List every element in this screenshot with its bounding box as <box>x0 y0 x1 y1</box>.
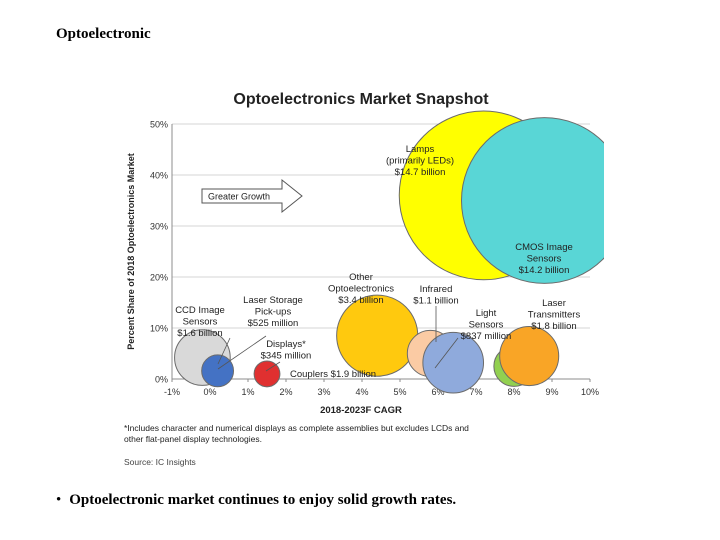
chart-footnote: other flat-panel display technologies. <box>124 434 262 444</box>
leader-line <box>217 335 267 370</box>
chart-svg: Optoelectronics Market Snapshot 0% 10% 20% 3… <box>124 91 604 467</box>
bubble-label: (primarily LEDs) <box>386 156 454 167</box>
bubble-label: Optoelectronics <box>328 284 394 295</box>
x-tick-label: 8% <box>507 387 520 397</box>
chart-source: Source: IC Insights <box>124 457 196 467</box>
bubble-other-optoelectronics <box>336 294 419 377</box>
x-tick-label: 6% <box>431 387 444 397</box>
x-tick-label: 0% <box>203 387 216 397</box>
bubble-laser-transmitters <box>499 326 560 387</box>
greater-growth-arrow <box>201 178 303 214</box>
bubble-label: Pick-ups <box>255 307 292 318</box>
bubble-label: Couplers $1.9 billion <box>290 369 376 380</box>
x-tick-label: -1% <box>164 387 180 397</box>
leader-line <box>434 337 459 369</box>
bubble-label: CCD Image <box>175 305 225 316</box>
y-tick-label: 10% <box>150 324 168 334</box>
bubble-label: Light <box>476 308 497 319</box>
leader-line <box>217 337 231 365</box>
bubble-label: Infrared <box>420 284 453 295</box>
bubble-label: Lamps <box>406 144 435 155</box>
x-tick-label: 3% <box>317 387 330 397</box>
bubble-label: $1.6 billion <box>177 328 222 339</box>
bubble-label: $14.2 billion <box>519 265 570 276</box>
greater-growth-label: Greater Growth <box>208 192 270 202</box>
y-tick-label: 40% <box>150 171 168 181</box>
x-tick-label: 10% <box>581 387 599 397</box>
x-tick-label: 9% <box>545 387 558 397</box>
bubble-label: Laser <box>542 298 566 309</box>
bullet-text: Optoelectronic market continues to enjoy… <box>69 492 457 508</box>
bubble-label: $525 million <box>248 318 299 329</box>
bubble-laser-storage-pick-ups <box>201 354 235 388</box>
bubble-label: $3.4 billion <box>338 295 383 306</box>
slide-title: Optoelectronic <box>56 26 151 42</box>
bullet-point: • Optoelectronic market continues to enjo… <box>56 492 456 509</box>
y-tick-label: 50% <box>150 120 168 130</box>
bubble-cmos-image-sensors <box>461 117 604 284</box>
bubble-label: Displays* <box>266 339 306 350</box>
y-tick-label: 20% <box>150 273 168 283</box>
bubble-label: $1.8 billion <box>531 321 576 332</box>
x-tick-label: 4% <box>355 387 368 397</box>
bubble-label: Laser Storage <box>243 295 303 306</box>
x-tick-label: 7% <box>469 387 482 397</box>
y-axis-label: Percent Share of 2018 Optoelectronics Ma… <box>126 153 136 350</box>
chart-title: Optoelectronics Market Snapshot <box>233 91 489 108</box>
y-tick-label: 30% <box>150 222 168 232</box>
bubble-label: $1.1 billion <box>413 296 458 307</box>
bubble-label: Transmitters <box>528 310 581 321</box>
bubble-label: Sensors <box>469 320 504 331</box>
bubble-label: Sensors <box>183 317 218 328</box>
x-tick-label: 5% <box>393 387 406 397</box>
bubble-label: Other <box>349 272 373 283</box>
bubble-label: $345 million <box>261 351 312 362</box>
leader-line <box>265 361 281 372</box>
bubble-label: CMOS Image <box>515 242 573 253</box>
x-tick-label: 2% <box>279 387 292 397</box>
x-axis-label: 2018-2023F CAGR <box>320 405 402 416</box>
bubble-couplers <box>422 331 485 394</box>
bubble-displays <box>253 360 281 388</box>
bullet-marker: • <box>56 492 62 508</box>
bubble-label: Sensors <box>527 254 562 265</box>
bubble-chart: Optoelectronics Market Snapshot 0% 10% 20% 3… <box>118 84 604 474</box>
bubble-label: $837 million <box>461 331 512 342</box>
y-tick-label: 0% <box>155 375 168 385</box>
chart-footnote: *Includes character and numerical displa… <box>124 423 469 433</box>
bubble-label: $14.7 billion <box>395 167 446 178</box>
x-tick-label: 1% <box>241 387 254 397</box>
